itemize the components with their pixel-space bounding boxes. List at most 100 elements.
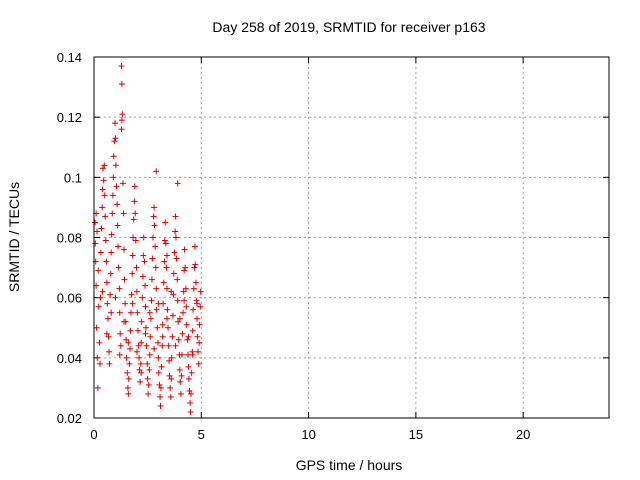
data-point: [159, 342, 166, 349]
data-point: [133, 348, 140, 355]
data-point: [171, 249, 178, 256]
data-point: [136, 354, 143, 361]
data-point: [134, 309, 141, 316]
data-point: [104, 315, 111, 322]
y-tick-label: 0.14: [57, 50, 82, 65]
data-point: [137, 378, 144, 385]
data-point: [142, 303, 149, 310]
data-point: [157, 393, 164, 400]
data-point: [176, 366, 183, 373]
data-point: [133, 264, 140, 271]
data-point: [174, 276, 181, 283]
data-point: [170, 270, 177, 277]
data-point: [99, 204, 106, 211]
data-point: [142, 324, 149, 331]
data-point: [112, 294, 119, 301]
data-point: [123, 336, 130, 343]
data-point: [141, 258, 148, 265]
data-point: [163, 252, 170, 259]
data-point: [166, 357, 173, 364]
data-point: [157, 402, 164, 409]
data-point: [116, 351, 123, 358]
data-point: [160, 279, 167, 286]
data-point: [109, 192, 116, 199]
data-point: [152, 264, 159, 271]
data-point: [121, 246, 128, 253]
data-point: [172, 342, 179, 349]
data-point: [119, 111, 126, 118]
data-point: [184, 336, 191, 343]
data-point: [146, 351, 153, 358]
data-point: [155, 354, 162, 361]
data-point: [175, 318, 182, 325]
data-point: [127, 309, 134, 316]
data-point: [108, 249, 115, 256]
data-point: [143, 342, 150, 349]
data-point: [151, 345, 158, 352]
axis-ticks: [93, 56, 609, 419]
data-point: [167, 384, 174, 391]
y-tick-label: 0.12: [57, 110, 82, 125]
data-point: [159, 333, 166, 340]
data-point: [113, 183, 120, 190]
data-point: [167, 393, 174, 400]
data-point: [150, 234, 157, 241]
data-point: [151, 204, 158, 211]
data-point: [112, 120, 119, 127]
data-point: [191, 264, 198, 271]
data-point: [172, 234, 179, 241]
data-point: [94, 354, 101, 361]
data-point: [195, 360, 202, 367]
data-point: [104, 300, 111, 307]
data-point: [145, 381, 152, 388]
data-point: [124, 384, 131, 391]
data-point: [98, 225, 105, 232]
data-point: [138, 369, 145, 376]
y-tick-label: 0.02: [57, 411, 82, 426]
data-point: [115, 264, 122, 271]
data-point: [151, 222, 158, 229]
data-point: [121, 276, 128, 283]
data-point: [118, 117, 125, 124]
data-point: [111, 138, 118, 145]
data-point: [129, 252, 136, 259]
data-point: [154, 339, 161, 346]
data-point: [127, 345, 134, 352]
data-point: [108, 309, 115, 316]
data-point: [128, 291, 135, 298]
data-point: [106, 348, 113, 355]
data-point: [180, 288, 187, 295]
data-point: [159, 321, 166, 328]
data-point: [118, 126, 125, 133]
data-point: [136, 366, 143, 373]
data-point: [146, 309, 153, 316]
data-point: [185, 333, 192, 340]
data-point: [174, 297, 181, 304]
data-point: [118, 81, 125, 88]
data-point: [94, 228, 101, 235]
data-points: [92, 63, 204, 415]
data-point: [109, 210, 116, 217]
data-point: [133, 288, 140, 295]
data-point: [119, 180, 126, 187]
data-point: [153, 168, 160, 175]
data-point: [180, 309, 187, 316]
data-point: [182, 285, 189, 292]
data-point: [194, 333, 201, 340]
data-point: [142, 282, 149, 289]
data-point: [110, 174, 117, 181]
data-point: [147, 315, 154, 322]
data-point: [163, 264, 170, 271]
data-point: [144, 360, 151, 367]
data-point: [97, 249, 104, 256]
data-point: [187, 408, 194, 415]
data-point: [132, 237, 139, 244]
data-point: [129, 270, 136, 277]
data-point: [188, 369, 195, 376]
data-point: [92, 219, 99, 226]
y-axis-title: SRMTID / TECUs: [6, 182, 22, 292]
data-point: [177, 390, 184, 397]
data-point: [129, 300, 136, 307]
data-point: [164, 306, 171, 313]
data-point: [102, 237, 109, 244]
